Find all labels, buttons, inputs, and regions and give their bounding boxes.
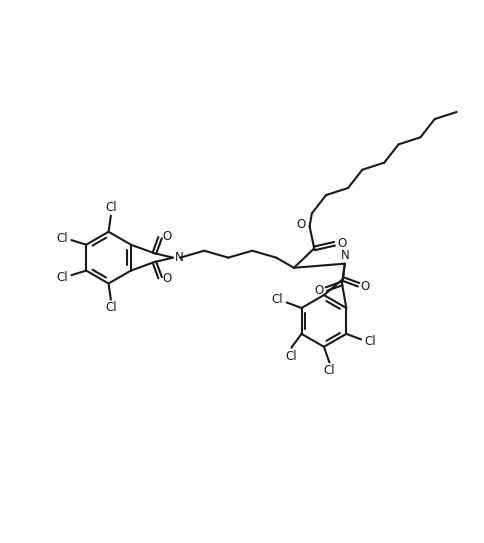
Text: O: O — [314, 285, 323, 298]
Text: Cl: Cl — [105, 301, 117, 314]
Text: O: O — [360, 280, 369, 293]
Text: N: N — [340, 249, 348, 262]
Text: N: N — [175, 251, 183, 264]
Text: Cl: Cl — [105, 201, 117, 214]
Text: O: O — [162, 272, 171, 285]
Text: Cl: Cl — [285, 350, 297, 363]
Text: Cl: Cl — [271, 293, 283, 306]
Text: Cl: Cl — [56, 232, 68, 245]
Text: O: O — [162, 230, 171, 243]
Text: O: O — [296, 218, 305, 231]
Text: Cl: Cl — [364, 334, 376, 348]
Text: Cl: Cl — [323, 364, 334, 377]
Text: Cl: Cl — [56, 270, 68, 283]
Text: O: O — [336, 237, 346, 250]
